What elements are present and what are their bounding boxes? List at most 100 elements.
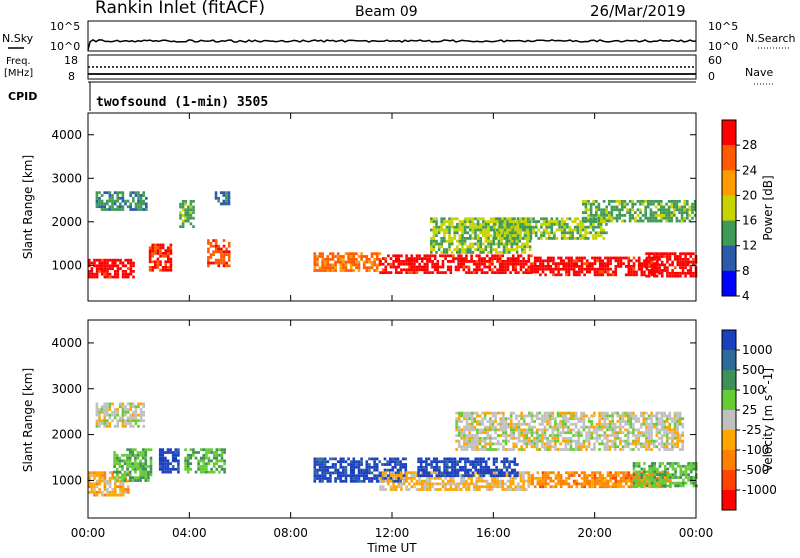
data-cell	[689, 271, 693, 275]
data-cell	[498, 260, 502, 263]
data-cell	[115, 462, 119, 466]
data-cell	[652, 422, 656, 426]
data-cell	[517, 482, 520, 486]
data-cell	[655, 252, 659, 256]
data-cell	[161, 266, 165, 269]
data-cell	[440, 474, 444, 478]
data-cell	[129, 416, 132, 420]
data-cell	[373, 269, 376, 272]
data-cell	[643, 467, 646, 471]
data-cell	[479, 474, 483, 478]
data-cell	[487, 245, 490, 249]
data-cell	[389, 474, 393, 477]
data-cell	[131, 479, 135, 482]
data-cell	[501, 228, 504, 232]
data-cell	[455, 439, 458, 443]
data-cell	[567, 448, 570, 451]
data-cell	[448, 242, 451, 246]
data-cell	[484, 231, 488, 235]
data-cell	[360, 257, 363, 261]
data-cell	[426, 262, 429, 266]
data-cell	[493, 257, 497, 260]
data-cell	[445, 228, 449, 232]
data-cell	[479, 217, 482, 221]
data-cell	[508, 237, 512, 240]
data-cell	[686, 200, 689, 203]
data-cell	[136, 451, 140, 454]
data-cell	[627, 476, 631, 480]
data-cell	[426, 254, 429, 258]
data-cell	[111, 419, 114, 423]
data-cell	[394, 474, 398, 477]
data-cell	[103, 208, 106, 211]
data-cell	[88, 482, 91, 486]
data-cell	[415, 257, 419, 260]
data-cell	[508, 239, 511, 243]
data-cell	[530, 434, 534, 437]
data-cell	[546, 471, 550, 475]
data-cell	[448, 245, 451, 249]
data-cell	[582, 414, 586, 418]
xtick-label: 20:00	[577, 526, 612, 540]
data-cell	[504, 417, 508, 421]
data-cell	[355, 479, 358, 483]
data-cell	[405, 262, 408, 266]
data-cell	[476, 411, 479, 415]
data-cell	[606, 448, 609, 451]
data-cell	[449, 479, 453, 483]
data-cell	[615, 216, 619, 220]
data-cell	[666, 484, 670, 488]
data-cell	[469, 225, 472, 229]
data-cell	[331, 471, 335, 475]
data-cell	[552, 471, 555, 475]
data-cell	[101, 264, 104, 268]
data-cell	[586, 231, 590, 235]
data-cell	[513, 217, 516, 221]
data-cell	[472, 488, 476, 491]
data-cell	[679, 266, 682, 270]
data-cell	[384, 268, 388, 272]
data-cell	[650, 257, 654, 261]
data-cell	[124, 419, 127, 423]
data-cell	[321, 463, 324, 466]
data-cell	[477, 457, 480, 461]
data-cell	[608, 448, 612, 451]
data-cell	[552, 273, 555, 277]
data-cell	[548, 411, 552, 415]
data-cell	[618, 211, 621, 214]
data-cell	[154, 252, 157, 255]
data-cell	[560, 228, 564, 232]
data-cell	[498, 257, 502, 260]
data-cell	[121, 485, 125, 489]
data-cell	[557, 270, 560, 274]
data-cell	[604, 265, 607, 268]
data-cell	[580, 476, 584, 480]
data-cell	[565, 267, 568, 271]
data-cell	[166, 465, 170, 468]
data-cell	[573, 237, 577, 240]
data-cell	[591, 262, 594, 265]
data-cell	[671, 252, 674, 256]
data-cell	[518, 245, 521, 249]
data-cell	[572, 411, 575, 415]
data-cell	[461, 239, 464, 243]
data-cell	[585, 448, 588, 451]
data-cell	[334, 471, 337, 475]
data-cell	[523, 228, 527, 232]
data-cell	[527, 268, 531, 272]
data-cell	[227, 194, 231, 197]
data-cell	[643, 259, 646, 263]
data-cell	[597, 202, 601, 206]
data-cell	[129, 413, 132, 417]
data-cell	[473, 425, 477, 429]
data-cell	[116, 493, 120, 497]
data-cell	[139, 416, 143, 420]
data-cell	[458, 251, 462, 254]
data-cell	[616, 436, 620, 440]
data-cell	[111, 488, 114, 491]
data-cell	[570, 267, 573, 271]
data-cell	[670, 205, 673, 209]
data-cell	[593, 425, 596, 429]
data-cell	[493, 485, 497, 489]
data-cell	[417, 471, 420, 475]
